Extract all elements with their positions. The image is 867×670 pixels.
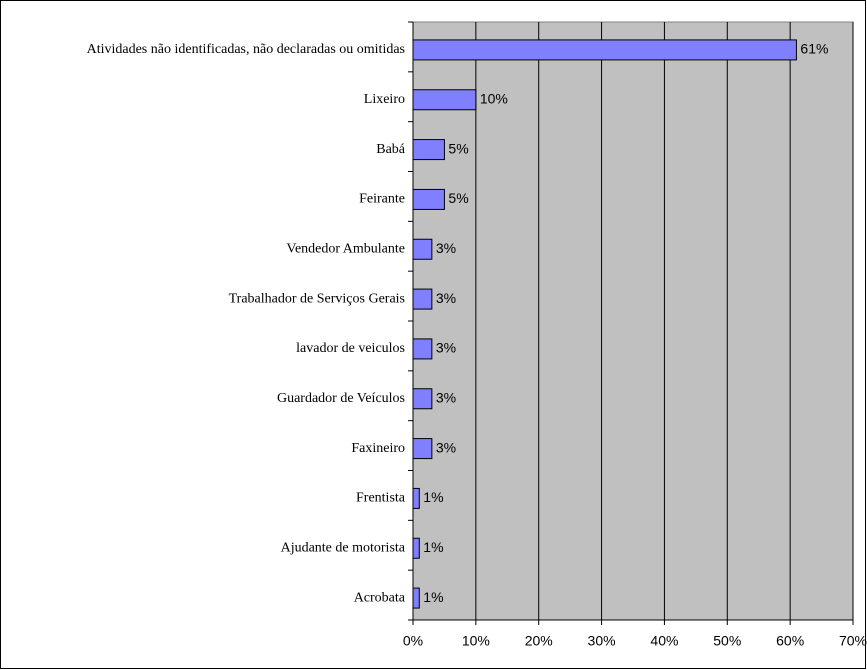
bar [412,388,433,410]
y-tick-label: Trabalhador de Serviços Gerais [229,291,405,306]
x-tick-label: 70% [839,633,867,649]
x-tick-label: 30% [588,633,616,649]
bar [412,39,797,61]
x-tick-label: 20% [525,633,553,649]
value-label: 3% [436,240,456,256]
value-label: 3% [436,439,456,455]
bar [412,587,420,609]
bar [412,139,445,161]
bar [412,288,433,310]
bar [412,188,445,210]
bar [412,89,477,111]
y-tick-label: Feirante [359,192,405,207]
bar [412,438,433,460]
bar [412,238,433,260]
value-label: 61% [800,41,828,57]
value-label: 1% [423,489,443,505]
y-tick-label: Atividades não identificadas, não declar… [87,42,405,57]
value-label: 1% [423,589,443,605]
value-label: 5% [448,190,468,206]
y-tick-label: Faxineiro [351,441,405,456]
plot-area [412,21,854,621]
value-label: 3% [436,290,456,306]
value-label: 5% [448,140,468,156]
y-tick-label: Vendedor Ambulante [286,241,405,256]
x-tick-label: 10% [462,633,490,649]
x-tick-label: 60% [776,633,804,649]
y-tick-label: Lixeiro [364,92,405,107]
bar [412,487,420,509]
value-label: 3% [436,340,456,356]
y-tick-label: Acrobata [354,590,406,605]
x-tick-label: 50% [713,633,741,649]
y-tick-label: Ajudante de motorista [281,540,406,555]
x-tick-label: 40% [650,633,678,649]
y-tick-label: lavador de veiculos [296,341,405,356]
bar [412,338,433,360]
value-label: 1% [423,539,443,555]
y-tick-label: Frentista [356,491,406,506]
y-tick-label: Babá [376,142,406,157]
x-tick-label: 0% [403,633,423,649]
value-label: 10% [480,90,508,106]
y-tick-label: Guardador de Veículos [277,391,405,406]
value-label: 3% [436,389,456,405]
bar [412,537,420,559]
